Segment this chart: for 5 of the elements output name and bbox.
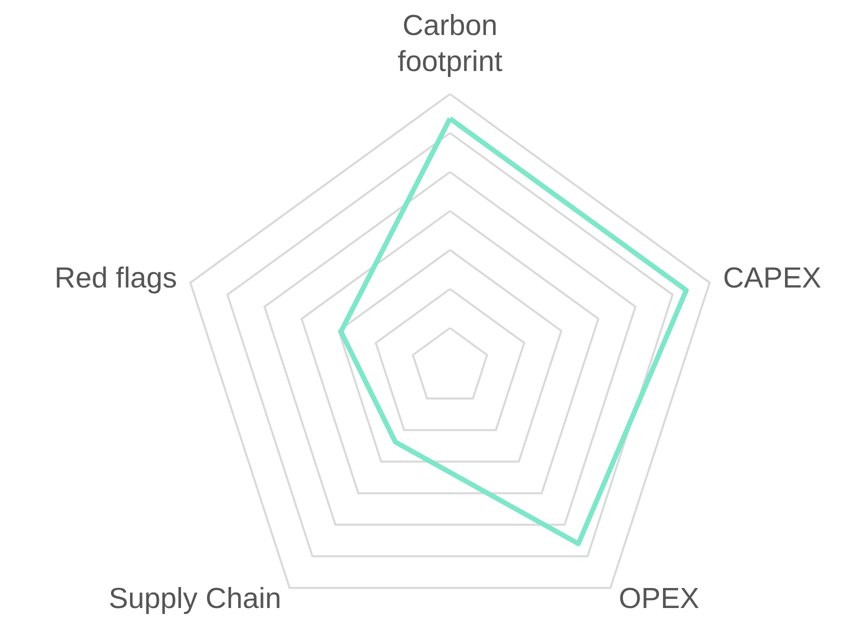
spoke-label: CAPEX	[722, 262, 822, 294]
spoke-label: Carbon footprint	[398, 10, 502, 78]
spoke-label: OPEX	[618, 583, 700, 616]
spoke-label: Supply Chain	[108, 583, 282, 616]
spoke-label: Red flags	[54, 262, 178, 294]
